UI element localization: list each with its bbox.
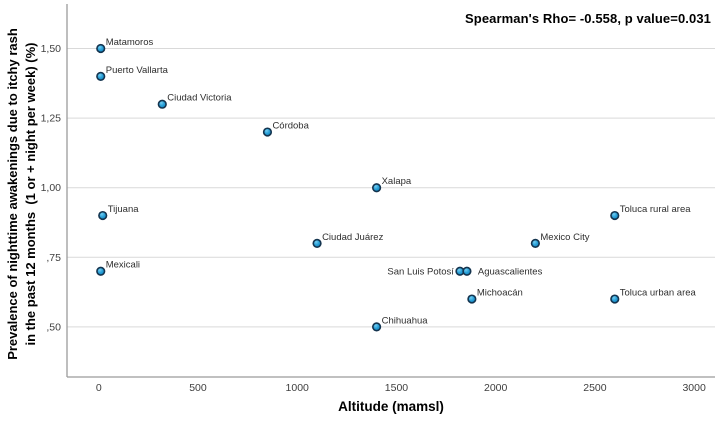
x-tick-label: 500 [189, 382, 207, 394]
data-point-label: Michoacán [477, 288, 523, 299]
data-point [157, 99, 167, 109]
data-point-label: Mexicali [106, 260, 140, 271]
data-point [610, 294, 620, 304]
x-tick-label: 1000 [286, 382, 310, 394]
x-axis-tick-labels: 0 500 1000 1500 2000 2500 3000 [96, 382, 706, 394]
gridlines [67, 48, 715, 328]
data-point [96, 43, 106, 54]
x-tick-label: 2000 [484, 382, 508, 394]
y-axis-title-line2: in the past 12 months (1 or + night per … [23, 42, 38, 346]
data-point [372, 183, 382, 193]
y-tick-label: 1,00 [41, 182, 62, 194]
data-point [312, 238, 322, 248]
data-point [96, 266, 106, 276]
x-tick-label: 3000 [682, 382, 706, 394]
data-point [96, 71, 106, 81]
data-point-label: Chihuahua [382, 315, 429, 326]
data-point-label: Toluca urban area [620, 288, 697, 299]
x-tick-label: 1500 [385, 382, 409, 394]
y-tick-label: ,75 [46, 252, 61, 264]
data-point [610, 210, 620, 221]
data-point-label: Tijuana [108, 204, 140, 215]
data-point [98, 210, 108, 221]
x-axis-title: Altitude (mamsl) [338, 399, 444, 414]
data-point-label: San Luis Potosí [387, 267, 454, 278]
axes [66, 4, 715, 378]
y-axis-title: Prevalence of nighttime awakenings due t… [4, 0, 40, 394]
data-point-label: Aguascalientes [478, 267, 543, 278]
y-axis-tick-labels: 1,50 1,25 1,00 ,75 ,50 [41, 43, 62, 333]
x-tick-label: 0 [96, 382, 102, 394]
data-point-label: Puerto Vallarta [106, 65, 169, 76]
data-point [262, 127, 273, 137]
data-point-label: Córdoba [272, 121, 309, 132]
x-tick-label: 2500 [583, 382, 607, 394]
data-point-label: Matamoros [106, 37, 154, 48]
y-axis-title-line1: Prevalence of nighttime awakenings due t… [5, 28, 20, 360]
data-point [372, 322, 382, 332]
spearman-annotation: Spearman's Rho= -0.558, p value=0.031 [465, 11, 711, 26]
y-tick-label: ,50 [46, 321, 61, 333]
data-point-label: Ciudad Juárez [322, 232, 384, 243]
data-point-label: Mexico City [540, 232, 589, 243]
y-tick-label: 1,50 [41, 43, 62, 55]
data-point [462, 266, 472, 276]
data-point [530, 238, 540, 248]
y-tick-label: 1,25 [41, 113, 62, 125]
data-point [467, 294, 477, 304]
data-point-label: Toluca rural area [620, 204, 691, 215]
data-point-label: Ciudad Victoria [167, 93, 232, 104]
data-point-label: Xalapa [382, 176, 412, 187]
data-points: Matamoros Puerto Vallarta Ciudad Victoria C… [96, 37, 697, 332]
